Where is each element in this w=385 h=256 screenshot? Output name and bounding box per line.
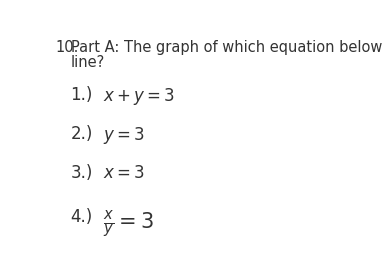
Text: $\frac{x}{y} = 3$: $\frac{x}{y} = 3$ xyxy=(103,208,154,240)
Text: $x + y = 3$: $x + y = 3$ xyxy=(103,86,176,107)
Text: Part A: The graph of which equation below is a horizontal: Part A: The graph of which equation belo… xyxy=(70,40,385,55)
Text: 3.): 3.) xyxy=(70,164,93,182)
Text: 4.): 4.) xyxy=(70,208,93,226)
Text: 2.): 2.) xyxy=(70,125,93,143)
Text: $y = 3$: $y = 3$ xyxy=(103,125,145,146)
Text: $x = 3$: $x = 3$ xyxy=(103,164,145,182)
Text: line?: line? xyxy=(70,55,105,70)
Text: 10.: 10. xyxy=(55,40,79,55)
Text: 1.): 1.) xyxy=(70,86,93,104)
